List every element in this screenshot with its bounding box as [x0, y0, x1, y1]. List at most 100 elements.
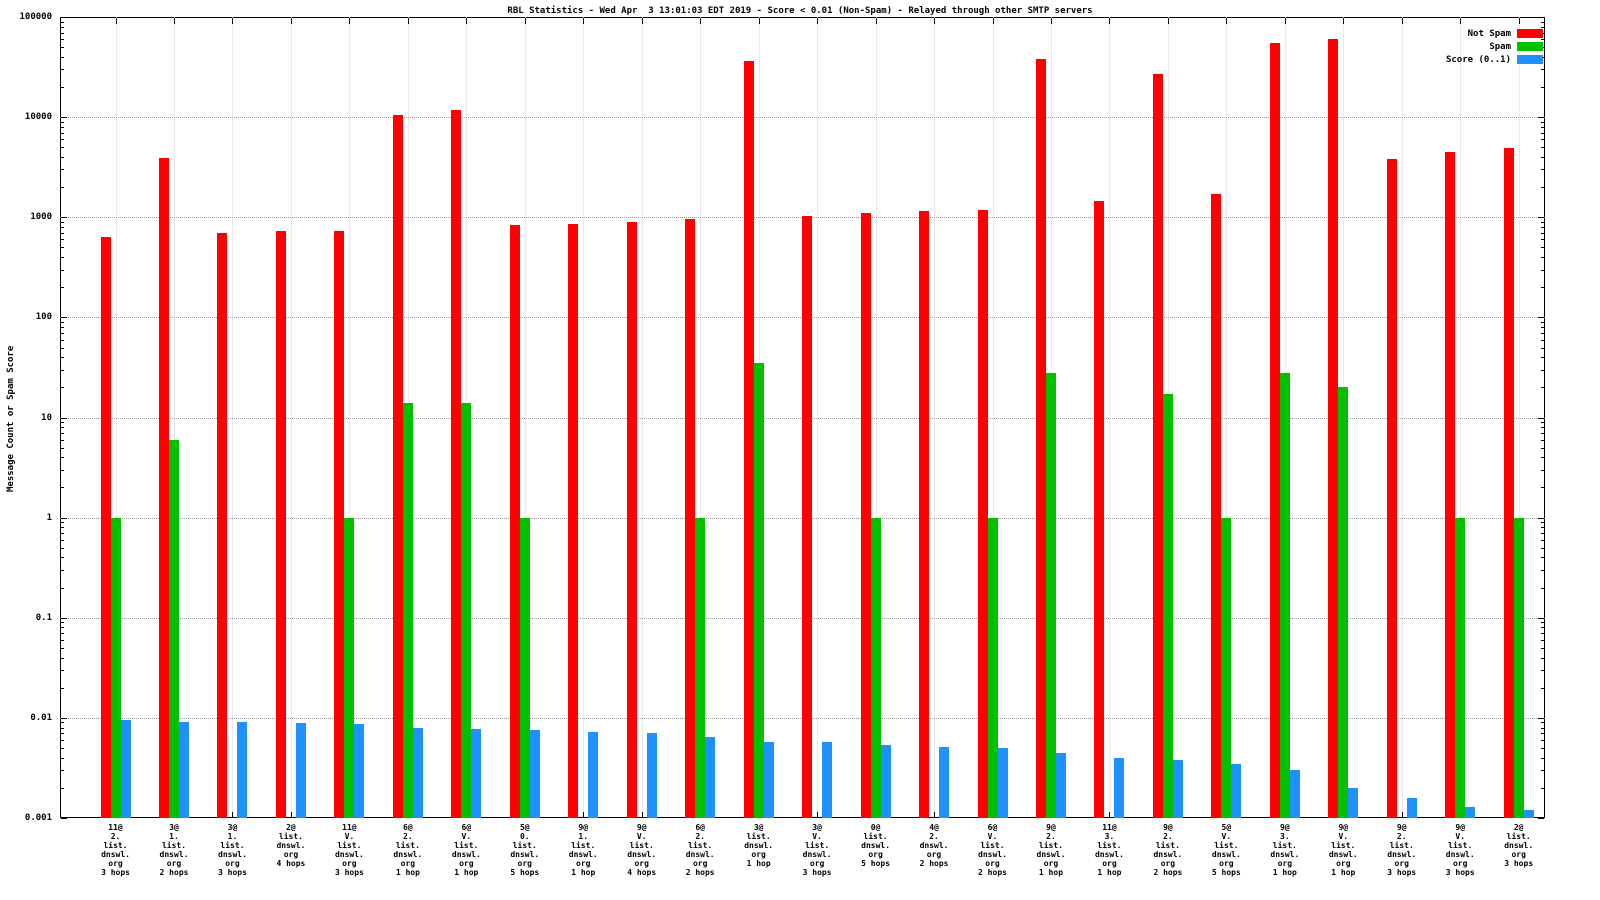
y-minor-tick	[1541, 287, 1544, 289]
x-tick-mark	[232, 812, 234, 818]
y-minor-tick	[61, 469, 64, 471]
x-tick-label: 9@ 1. list. dnswl. org 1 hop	[568, 823, 598, 877]
x-tick-label: 3@ 1. list. dnswl. org 3 hops	[218, 823, 247, 877]
y-minor-tick	[1541, 539, 1544, 541]
bar-not-spam	[685, 219, 696, 818]
y-minor-tick	[1541, 557, 1544, 559]
bar-score-0-1	[295, 723, 306, 818]
y-minor-tick	[61, 387, 64, 389]
y-minor-tick	[61, 427, 64, 429]
bar-not-spam	[1094, 201, 1105, 818]
bar-spam	[1338, 387, 1349, 818]
bar-not-spam	[1328, 39, 1339, 818]
x-tick-mark	[641, 18, 643, 24]
y-minor-tick	[61, 269, 64, 271]
y-minor-tick	[61, 187, 64, 189]
x-tick-label: 5@ 0. list. dnswl. org 5 hops	[510, 823, 540, 877]
bar-not-spam	[217, 232, 228, 818]
y-minor-tick	[1541, 247, 1544, 249]
x-tick-mark	[1343, 18, 1345, 24]
gridline	[60, 117, 1545, 119]
y-minor-tick	[61, 787, 64, 789]
y-minor-tick	[1541, 522, 1544, 524]
bar-not-spam	[802, 215, 813, 818]
bar-score-0-1	[822, 741, 833, 818]
y-minor-tick	[1541, 357, 1544, 359]
bar-score-0-1	[354, 723, 365, 818]
y-minor-tick	[1541, 239, 1544, 241]
x-tick-mark	[1226, 18, 1228, 24]
x-tick-mark	[1518, 18, 1520, 24]
bar-not-spam	[275, 230, 286, 818]
x-tick-mark	[466, 18, 468, 24]
y-minor-tick	[61, 422, 64, 424]
y-minor-tick	[61, 687, 64, 689]
y-minor-tick	[1541, 647, 1544, 649]
x-tick-mark	[1109, 18, 1111, 24]
x-tick-label: 2@ list. dnswl. org 3 hops	[1504, 823, 1534, 868]
legend-swatch-not-spam-icon	[1517, 29, 1543, 38]
x-tick-label: 6@ V. list. dnswl. org 2 hops	[978, 823, 1007, 877]
bar-spam	[695, 517, 706, 818]
y-tick-label: 10000	[24, 112, 52, 123]
x-tick-label: 11@ 2. list. dnswl. org 3 hops	[101, 823, 130, 877]
y-minor-tick	[61, 439, 64, 441]
bar-not-spam	[1152, 73, 1163, 818]
bar-spam	[1455, 517, 1466, 818]
y-tick-label: 1000	[30, 212, 52, 223]
legend-swatch-score-icon	[1517, 55, 1543, 64]
y-minor-tick	[1541, 422, 1544, 424]
bar-spam	[110, 517, 121, 818]
y-minor-tick	[1541, 269, 1544, 271]
x-tick-label: 9@ 2. list. dnswl. org 2 hops	[1153, 823, 1183, 877]
y-minor-tick	[61, 670, 64, 672]
y-minor-tick	[1541, 26, 1544, 28]
bar-score-0-1	[763, 741, 774, 818]
x-tick-label: 3@ list. dnswl. org 1 hop	[744, 823, 774, 868]
y-minor-tick	[61, 32, 64, 34]
y-minor-tick	[61, 557, 64, 559]
bar-score-0-1	[1523, 810, 1534, 818]
x-tick-mark	[817, 812, 819, 818]
y-minor-tick	[1541, 670, 1544, 672]
x-tick-mark	[407, 18, 409, 24]
bar-not-spam	[568, 224, 579, 818]
y-minor-tick	[61, 740, 64, 742]
y-minor-tick	[1541, 433, 1544, 434]
x-tick-label: 5@ V. list. dnswl. org 5 hops	[1211, 823, 1241, 877]
y-minor-tick	[61, 533, 64, 535]
y-minor-tick	[61, 748, 64, 750]
bar-not-spam	[1503, 148, 1514, 818]
y-minor-tick	[61, 357, 64, 359]
y-minor-tick	[1541, 657, 1544, 659]
y-minor-tick	[1541, 527, 1544, 529]
bar-not-spam	[392, 115, 403, 818]
bar-not-spam	[1386, 159, 1397, 818]
x-tick-label: 6@ 2. list. dnswl. org 2 hops	[685, 823, 715, 877]
y-minor-tick	[1541, 447, 1544, 449]
y-minor-tick	[61, 156, 64, 158]
x-tick-mark	[1284, 18, 1286, 24]
y-minor-tick	[1541, 369, 1544, 371]
y-minor-tick	[61, 339, 64, 341]
bar-not-spam	[159, 158, 169, 818]
bar-not-spam	[100, 236, 111, 818]
y-tick-mark	[61, 617, 67, 619]
y-tick-mark	[1538, 717, 1544, 719]
y-tick-mark	[61, 317, 67, 319]
y-minor-tick	[61, 257, 64, 259]
bar-not-spam	[977, 209, 988, 818]
y-minor-tick	[1541, 69, 1544, 71]
x-tick-mark	[232, 18, 234, 24]
y-minor-tick	[61, 56, 64, 58]
y-minor-tick	[1541, 327, 1544, 329]
bar-score-0-1	[412, 727, 423, 818]
y-minor-tick	[61, 21, 64, 23]
y-minor-tick	[1541, 126, 1544, 128]
y-minor-tick	[1541, 687, 1544, 689]
x-tick-mark	[174, 18, 175, 24]
bar-score-0-1	[646, 733, 657, 818]
x-tick-mark	[992, 18, 994, 24]
y-minor-tick	[1541, 156, 1544, 158]
